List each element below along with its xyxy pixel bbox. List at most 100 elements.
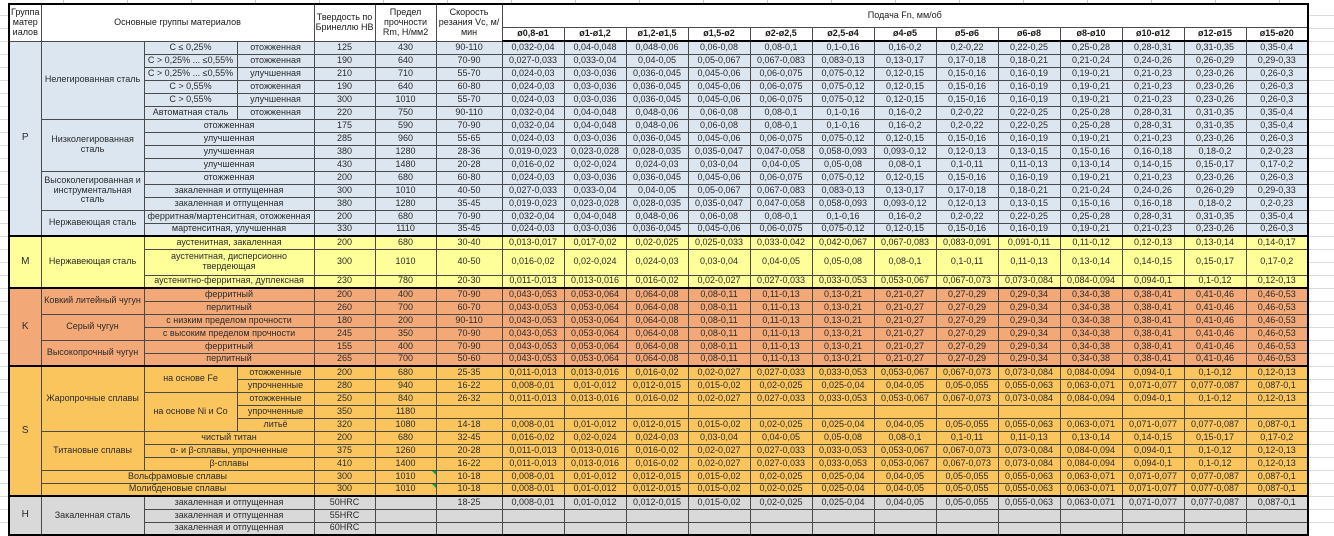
material-cell: 680 (374, 235, 437, 250)
feed-cell (563, 508, 627, 523)
cutting-speed-cell: 14-18 (435, 417, 503, 432)
feed-cell: 0,26-0,29 (1183, 183, 1247, 198)
cutting-speed-cell: 40-50 (435, 183, 503, 198)
table-row: C > 0,25% ... ≤0,55% улучшенная 210 710 55-7… (9, 66, 1309, 81)
group-letter-cell: K (8, 287, 42, 367)
material-cell: 1400 (374, 456, 437, 471)
feed-cell: 0,064-0,08 (625, 287, 689, 302)
feed-cell: 0,12-0,15 (873, 170, 937, 185)
material-cell (374, 495, 437, 510)
feed-cell: 0,03-0,04 (687, 248, 751, 276)
feed-cell: 0,04-0,048 (563, 209, 627, 224)
feed-cell: 0,042-0,067 (811, 235, 875, 250)
feed-cell: 0,16-0,19 (997, 92, 1061, 107)
feed-cell (625, 521, 689, 536)
feed-cell: 0,008-0,01 (501, 417, 565, 432)
feed-cell: 0,027-0,033 (749, 443, 813, 458)
material-cell: 1080 (374, 417, 437, 432)
material-cell: 190 (313, 79, 376, 94)
feed-cell: 0,1-0,11 (935, 157, 999, 172)
feed-cell: 0,26-0,3 (1245, 66, 1309, 81)
feed-cell: 0,012-0,015 (625, 378, 689, 393)
feed-cell: 0,25-0,28 (1059, 209, 1123, 224)
material-cell: упрочненные (236, 404, 315, 419)
material-cell: Нержавеющая сталь (40, 235, 145, 289)
feed-cell: 0,2-0,22 (935, 209, 999, 224)
feed-cell: 0,008-0,01 (501, 482, 565, 497)
table-row: Молибденовые сплавы 300 1010 10-18 0,008-0,0… (9, 482, 1309, 497)
feed-cell: 0,38-0,41 (1121, 326, 1185, 341)
feed-cell: 0,055-0,063 (997, 378, 1061, 393)
cutting-speed-cell: 30-40 (435, 235, 503, 250)
cutting-speed-cell: 60-80 (435, 170, 503, 185)
feed-cell: 0,016-0,02 (501, 248, 565, 276)
feed-cell: 0,41-0,46 (1183, 300, 1247, 315)
feed-cell: 0,11-0,13 (749, 313, 813, 328)
material-cell: 55HRC (313, 508, 376, 523)
feed-cell: 0,025-0,04 (811, 378, 875, 393)
material-cell: 375 (313, 443, 376, 458)
feed-cell: 0,14-0,15 (1121, 430, 1185, 445)
feed-cell: 0,17-0,2 (1245, 157, 1309, 172)
feed-cell (687, 404, 751, 419)
feed-cell: 0,013-0,016 (563, 456, 627, 471)
machining-data-table: Группа матер иалов Основные группы матер… (8, 3, 1310, 536)
feed-cell: 0,19-0,21 (1059, 92, 1123, 107)
feed-cell: 0,05-0,08 (811, 430, 875, 445)
material-cell: отожженная (143, 118, 315, 133)
material-cell: отожженная (236, 79, 315, 94)
feed-cell: 0,008-0,01 (501, 378, 565, 393)
feed-cell: 0,03-0,036 (563, 66, 627, 81)
feed-cell: 0,016-0,02 (625, 365, 689, 380)
feed-cell: 0,053-0,064 (563, 300, 627, 315)
feed-col-header: ø2,5-ø4 (811, 26, 875, 42)
material-cell: чистый титан (143, 430, 315, 445)
feed-cell: 0,2-0,22 (935, 118, 999, 133)
material-cell: закаленная и отпущенная (143, 183, 315, 198)
feed-cell: 0,38-0,41 (1121, 352, 1185, 367)
feed-cell: 0,04-0,05 (873, 495, 937, 510)
feed-cell: 0,067-0,073 (935, 456, 999, 471)
material-cell: 430 (374, 40, 437, 55)
feed-cell: 0,045-0,06 (687, 170, 751, 185)
feed-cell: 0,21-0,24 (1059, 53, 1123, 68)
feed-cell: 0,05-0,055 (935, 417, 999, 432)
feed-cell: 0,064-0,08 (625, 326, 689, 341)
material-cell: ферритный (143, 287, 315, 302)
feed-cell: 0,02-0,027 (687, 443, 751, 458)
feed-cell: 0,064-0,08 (625, 300, 689, 315)
group-letter-cell: H (8, 495, 42, 536)
feed-cell: 0,016-0,02 (625, 443, 689, 458)
spreadsheet-gridlines-left (0, 3, 8, 535)
feed-cell: 0,077-0,087 (1183, 495, 1247, 510)
feed-cell: 0,02-0,025 (749, 417, 813, 432)
material-cell: мартенситная, улучшенная (143, 222, 315, 237)
feed-cell (1183, 521, 1247, 536)
feed-cell: 0,012-0,015 (625, 417, 689, 432)
table-body: P Нелегированная сталь C ≤ 0,25% отожженная… (8, 40, 1309, 536)
feed-cell: 0,21-0,27 (873, 287, 937, 302)
feed-cell: 0,25-0,28 (1059, 105, 1123, 120)
cutting-speed-cell: 70-90 (435, 326, 503, 341)
feed-cell: 0,033-0,042 (749, 235, 813, 250)
material-cell: 1010 (374, 92, 437, 107)
feed-cell: 0,12-0,13 (1245, 443, 1309, 458)
value-cell-comment-flag: 1010 (374, 482, 437, 497)
feed-cell: 0,093-0,12 (873, 196, 937, 211)
material-cell: Ковкий литейный чугун (40, 287, 145, 315)
material-cell: отожженные (236, 365, 315, 380)
feed-cell: 0,06-0,075 (749, 66, 813, 81)
feed-cell: 0,094-0,1 (1121, 443, 1185, 458)
feed-cell: 0,12-0,15 (873, 222, 937, 237)
cutting-speed-cell: 70-90 (435, 339, 503, 354)
feed-cell (1245, 521, 1309, 536)
feed-cell: 0,41-0,46 (1183, 326, 1247, 341)
feed-cell: 0,13-0,15 (997, 144, 1061, 159)
feed-cell: 0,18-0,21 (997, 53, 1061, 68)
feed-cell: 0,077-0,087 (1183, 378, 1247, 393)
feed-cell: 0,03-0,036 (563, 79, 627, 94)
material-cell: улучшенная (143, 144, 315, 159)
feed-cell: 0,027-0,033 (501, 183, 565, 198)
cutting-speed-cell: 20-30 (435, 274, 503, 289)
material-cell: 285 (313, 131, 376, 146)
